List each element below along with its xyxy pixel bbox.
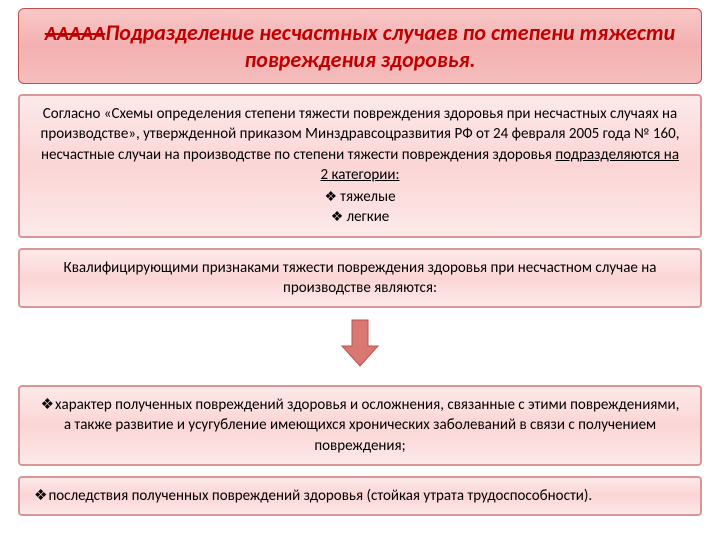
down-arrow-icon (340, 318, 380, 368)
list-item: легкие (38, 207, 682, 227)
header-box: АААААПодразделение несчастных случаев по… (18, 8, 702, 84)
feature-text-1: характер полученных повреждений здоровья… (55, 396, 679, 455)
feature-box-2: последствия полученных повреждений здоро… (18, 476, 702, 516)
arrow-container (18, 318, 702, 373)
feature-box-1: характер полученных повреждений здоровья… (18, 385, 702, 466)
bullet-icon (41, 396, 55, 414)
bullet-icon (34, 487, 48, 505)
header-title: Подразделение несчастных случаев по степ… (105, 19, 675, 73)
header-prefix: ААААА (45, 22, 106, 46)
list-item: тяжелые (38, 187, 682, 207)
feature-text-2: последствия полученных повреждений здоро… (48, 487, 592, 505)
qualifier-box: Квалифицирующими признаками тяжести повр… (18, 248, 702, 309)
qualifier-text: Квалифицирующими признаками тяжести повр… (64, 259, 657, 297)
category-list: тяжелые легкие (38, 187, 682, 228)
intro-box: Согласно «Схемы определения степени тяже… (18, 94, 702, 238)
